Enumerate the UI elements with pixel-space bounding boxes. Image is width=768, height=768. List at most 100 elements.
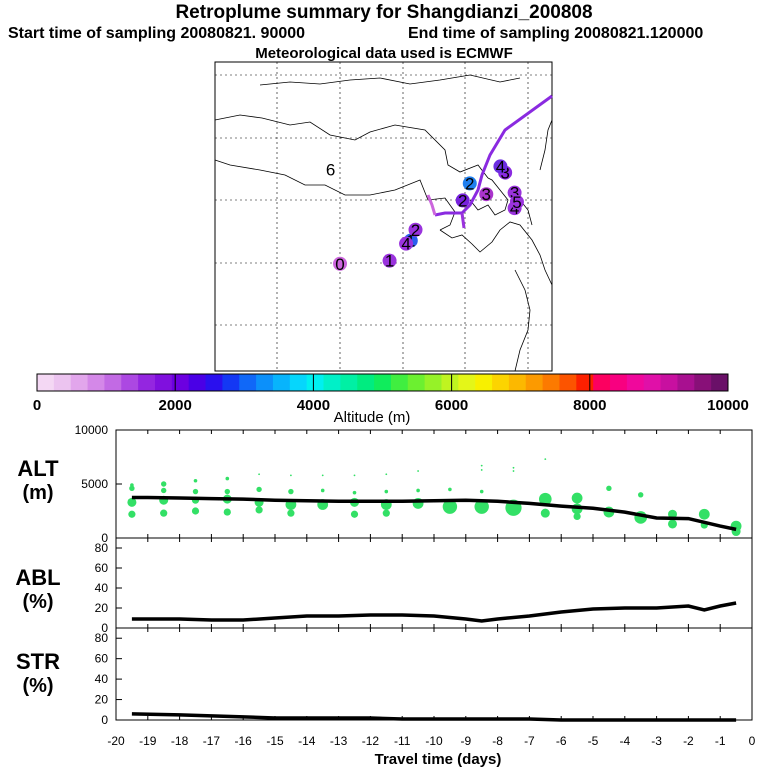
y-tick-label: 0: [101, 713, 108, 727]
colorbar-swatch: [407, 374, 426, 391]
colorbar-swatch: [390, 374, 409, 391]
colorbar-swatch: [121, 374, 139, 391]
x-tick-label: -20: [107, 734, 125, 748]
colorbar-swatch: [323, 374, 341, 391]
altitude-scatter-point: [128, 510, 136, 518]
colorbar-swatch: [53, 374, 72, 391]
colorbar-swatch: [525, 374, 544, 391]
map-marker-dot: [408, 222, 423, 237]
colorbar-swatch: [239, 374, 257, 391]
altitude-scatter-point: [384, 489, 389, 494]
colorbar-tick-label: 10000: [707, 397, 749, 414]
colorbar-swatch: [593, 374, 611, 391]
altitude-scatter-point: [191, 507, 200, 515]
altitude-scatter-point: [571, 492, 583, 504]
alt-panel-label: ALT: [17, 456, 59, 481]
colorbar-tick-label: 6000: [435, 397, 468, 414]
colorbar-swatch: [205, 374, 223, 391]
series-line: [131, 712, 737, 722]
series-line: [131, 495, 737, 532]
x-tick-label: -14: [298, 734, 316, 748]
altitude-scatter-point: [255, 506, 263, 514]
altitude-scatter-point: [352, 490, 357, 495]
x-axis: -20 -19 -18 -17 -16 -15 -14 -13 -12 -11 -10 -9 -8 -7-…: [107, 734, 755, 748]
map-marker-label: 3: [500, 164, 509, 183]
altitude-scatter-point: [288, 488, 294, 495]
altitude-scatter-point: [668, 509, 677, 519]
altitude-scatter-point: [290, 474, 292, 477]
map-marker-label: 2: [465, 174, 474, 193]
altitude-scatter-point: [193, 478, 198, 483]
colorbar-swatch: [711, 374, 729, 391]
altitude-scatter-point: [225, 476, 230, 481]
abl-panel: 80 60 40 20 0: [95, 537, 753, 635]
altitude-scatter-point: [382, 509, 390, 517]
x-tick-label: -12: [362, 734, 380, 748]
colorbar-swatch: [289, 374, 308, 391]
y-tick-label: 5000: [81, 477, 108, 491]
altitude-scatter-point: [129, 485, 135, 492]
map-marker-label: 2: [411, 221, 420, 240]
abl-panel-unit: (%): [22, 591, 54, 613]
map-panel: 01122233344456: [214, 61, 553, 372]
altitude-scatter-point: [224, 488, 230, 495]
y-tick-label: 40: [95, 581, 109, 595]
colorbar-swatch: [458, 374, 476, 391]
map-marker-label: 4: [510, 199, 519, 218]
y-tick-label: 20: [95, 693, 109, 707]
x-tick-label: -5: [588, 734, 599, 748]
met-data-label: Meteorological data used is ECMWF: [255, 45, 513, 62]
x-tick-label: -19: [139, 734, 157, 748]
altitude-scatter-point: [512, 466, 515, 469]
altitude-scatter-point: [353, 474, 356, 477]
altitude-scatter-point: [258, 473, 260, 476]
x-tick-label: -7: [524, 734, 535, 748]
start-time-label: Start time of sampling 20080821. 90000: [8, 25, 306, 42]
x-tick-label: -6: [556, 734, 567, 748]
colorbar-swatch: [626, 374, 645, 391]
altitude-scatter-point: [539, 492, 552, 506]
altitude-scatter-point: [606, 485, 612, 492]
trajectory-tail: [426, 194, 437, 216]
x-tick-label: -1: [715, 734, 726, 748]
colorbar-swatch: [340, 374, 358, 391]
str-panel-unit: (%): [22, 675, 54, 697]
colorbar-swatch: [256, 374, 274, 391]
x-tick-label: -2: [683, 734, 694, 748]
altitude-colorbar: 0 2000 4000 6000 8000 10000: [33, 373, 749, 414]
colorbar-swatch: [306, 374, 325, 391]
altitude-scatter-point: [385, 473, 388, 476]
colorbar-tick-label: 0: [33, 397, 41, 414]
y-tick-label: 0: [101, 621, 108, 635]
colorbar-tick-label: 2000: [159, 397, 192, 414]
altitude-scatter-point: [544, 458, 547, 461]
trajectory-path: [434, 94, 553, 217]
colorbar-swatch: [424, 374, 442, 391]
x-tick-label: -9: [460, 734, 471, 748]
altitude-scatter-point: [192, 488, 199, 495]
x-axis-label: Travel time (days): [375, 751, 502, 768]
colorbar-swatch: [171, 374, 190, 391]
x-tick-label: 0: [749, 734, 756, 748]
y-tick-label: 40: [95, 672, 109, 686]
colorbar-swatch: [272, 374, 291, 391]
map-marker-label: 2: [458, 191, 467, 210]
x-tick-label: -13: [330, 734, 348, 748]
altitude-scatter-point: [127, 497, 137, 507]
x-tick-label: -18: [171, 734, 189, 748]
altitude-scatter-point: [698, 508, 710, 520]
colorbar-swatch: [188, 374, 207, 391]
altitude-scatter-point: [638, 492, 644, 498]
colorbar-swatch: [357, 374, 375, 391]
colorbar-swatch: [542, 374, 560, 391]
altitude-scatter-point: [223, 508, 231, 516]
map-marker-label: 4: [496, 157, 505, 176]
colorbar-swatch: [559, 374, 577, 391]
colorbar-label: Altitude (m): [334, 409, 411, 426]
map-marker-label: 3: [482, 185, 491, 204]
colorbar-swatch: [475, 374, 493, 391]
map-marker-label: 0: [335, 255, 344, 274]
x-tick-label: -4: [619, 734, 630, 748]
colorbar-swatch: [694, 374, 712, 391]
